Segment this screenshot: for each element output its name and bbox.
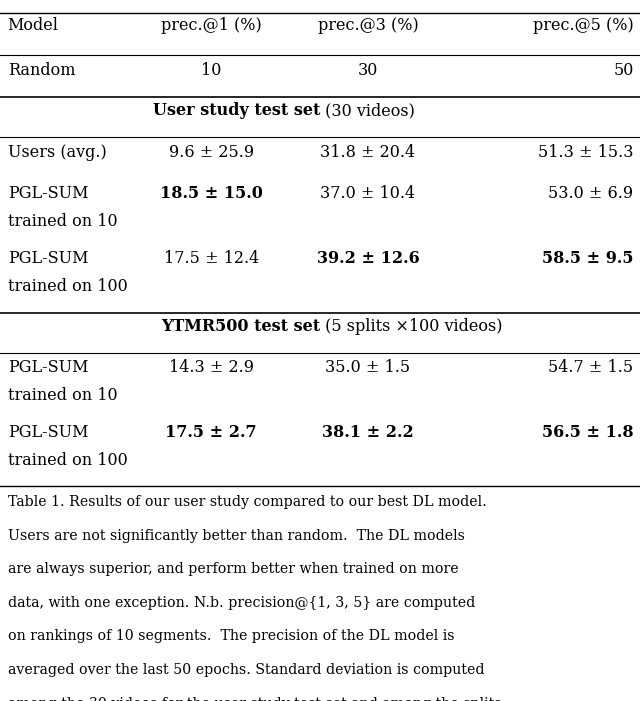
Text: (5 splits ×100 videos): (5 splits ×100 videos)	[320, 318, 502, 335]
Text: (30 videos): (30 videos)	[320, 102, 415, 119]
Text: Users (avg.): Users (avg.)	[8, 144, 106, 161]
Text: PGL-SUM: PGL-SUM	[8, 185, 88, 202]
Text: 35.0 ± 1.5: 35.0 ± 1.5	[325, 359, 411, 376]
Text: are always superior, and perform better when trained on more: are always superior, and perform better …	[8, 562, 458, 576]
Text: 14.3 ± 2.9: 14.3 ± 2.9	[169, 359, 253, 376]
Text: 31.8 ± 20.4: 31.8 ± 20.4	[321, 144, 415, 161]
Text: data, with one exception. N.b. precision@{1, 3, 5} are computed: data, with one exception. N.b. precision…	[8, 596, 475, 610]
Text: 17.5 ± 2.7: 17.5 ± 2.7	[165, 424, 257, 441]
Text: PGL-SUM: PGL-SUM	[8, 424, 88, 441]
Text: 38.1 ± 2.2: 38.1 ± 2.2	[322, 424, 414, 441]
Text: 53.0 ± 6.9: 53.0 ± 6.9	[548, 185, 634, 202]
Text: 9.6 ± 25.9: 9.6 ± 25.9	[168, 144, 254, 161]
Text: 37.0 ± 10.4: 37.0 ± 10.4	[321, 185, 415, 202]
Text: prec.@5 (%): prec.@5 (%)	[533, 17, 634, 34]
Text: Random: Random	[8, 62, 75, 79]
Text: trained on 100: trained on 100	[8, 452, 127, 469]
Text: averaged over the last 50 epochs. Standard deviation is computed: averaged over the last 50 epochs. Standa…	[8, 663, 484, 677]
Text: trained on 100: trained on 100	[8, 278, 127, 295]
Text: Users are not significantly better than random.  The DL models: Users are not significantly better than …	[8, 529, 465, 543]
Text: 18.5 ± 15.0: 18.5 ± 15.0	[160, 185, 262, 202]
Text: among the 30 videos for the user study test set and among the splits: among the 30 videos for the user study t…	[8, 697, 501, 701]
Text: Model: Model	[8, 17, 59, 34]
Text: 17.5 ± 12.4: 17.5 ± 12.4	[164, 250, 259, 267]
Text: PGL-SUM: PGL-SUM	[8, 250, 88, 267]
Text: 30: 30	[358, 62, 378, 79]
Text: YTMR500 test set: YTMR500 test set	[161, 318, 320, 335]
Text: 10: 10	[201, 62, 221, 79]
Text: prec.@3 (%): prec.@3 (%)	[317, 17, 419, 34]
Text: 50: 50	[613, 62, 634, 79]
Text: 54.7 ± 1.5: 54.7 ± 1.5	[548, 359, 634, 376]
Text: on rankings of 10 segments.  The precision of the DL model is: on rankings of 10 segments. The precisio…	[8, 629, 454, 644]
Text: Table 1. Results of our user study compared to our best DL model.: Table 1. Results of our user study compa…	[8, 495, 486, 509]
Text: prec.@1 (%): prec.@1 (%)	[161, 17, 262, 34]
Text: trained on 10: trained on 10	[8, 387, 117, 404]
Text: PGL-SUM: PGL-SUM	[8, 359, 88, 376]
Text: 39.2 ± 12.6: 39.2 ± 12.6	[317, 250, 419, 267]
Text: 56.5 ± 1.8: 56.5 ± 1.8	[542, 424, 634, 441]
Text: 58.5 ± 9.5: 58.5 ± 9.5	[542, 250, 634, 267]
Text: trained on 10: trained on 10	[8, 213, 117, 230]
Text: User study test set: User study test set	[152, 102, 320, 119]
Text: 51.3 ± 15.3: 51.3 ± 15.3	[538, 144, 634, 161]
